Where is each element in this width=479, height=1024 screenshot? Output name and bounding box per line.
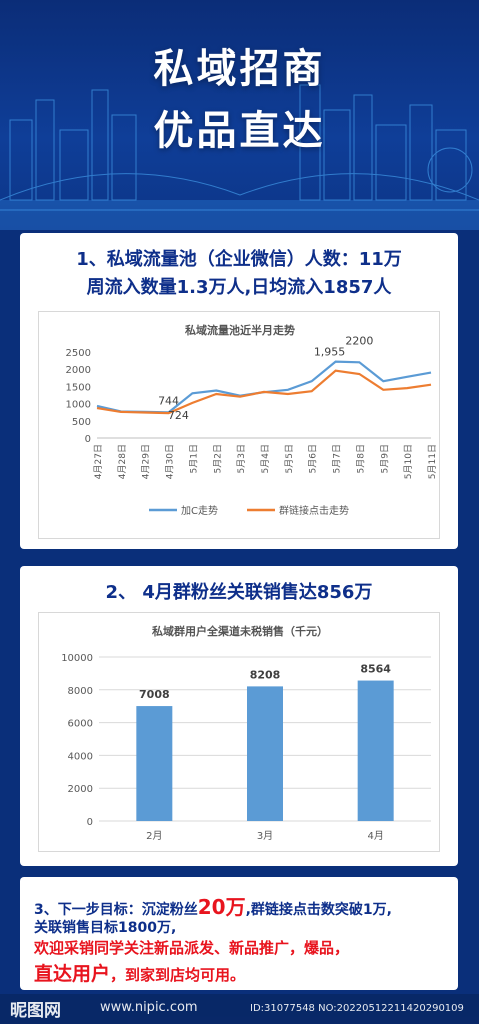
goal-line3: 欢迎采销同学关注新品派发、新品推广，爆品， [34,939,350,957]
x-tick-label: 5月3日 [236,444,247,473]
bar-chart: 私域群用户全渠道未税销售（千元） 0 2000 4000 6000 8000 10000 70… [61,624,431,842]
bar-value-label: 8564 [360,663,391,676]
x-tick-label: 5月4日 [260,444,271,473]
data-label: 744 [158,394,179,407]
bar-value-label: 8208 [250,668,281,681]
bar [247,686,283,821]
y-tick-label: 2000 [66,365,91,376]
x-tick-label: 4月 [367,830,383,842]
data-label: 1,955 [314,346,346,359]
watermark-site: www.nipic.com [100,1000,198,1015]
y-tick-label: 1500 [66,382,91,393]
bar [357,680,394,821]
watermark-logo-text: 昵图网 [10,1001,61,1021]
x-tick-label: 4月28日 [117,444,128,479]
x-tick-label: 5月6日 [308,444,319,473]
hero-banner: 私域招商 优品直达 [0,0,479,230]
x-tick-label: 5月5日 [284,444,295,473]
sales-card: 2、 4月群粉丝关联销售达856万 私域群用户全渠道未税销售（千元） 0 2000 4… [20,566,458,866]
next-goal-card: 3、下一步目标：沉淀粉丝20万,群链接点击数突破1万, 关联销售目标1800万,… [20,877,458,990]
city-skyline-graphic [0,84,479,230]
x-tick-label: 5月1日 [188,444,199,473]
goal-line1: 3、下一步目标：沉淀粉丝20万,群链接点击数突破1万, [34,891,392,920]
data-label: 2200 [345,334,373,347]
data-label: 724 [168,409,189,422]
hero-title-line1: 私域招商 [153,46,326,92]
x-tick-label: 5月2日 [212,444,223,473]
x-tick-label: 4月27日 [93,444,104,479]
x-tick-label: 3月 [257,830,273,842]
legend-label-1: 加C走势 [181,504,218,517]
watermark-id: ID:31077548 NO:20220512211420290109 [250,1003,464,1014]
y-tick-label: 0 [85,434,91,445]
goal-line4: 直达用户，到家到店均可用。 [34,959,245,986]
line-chart-panel: 私域流量池近半月走势 0 500 1000 1500 2000 2500 4月27日 4月28日… [38,311,440,539]
y-tick-label: 6000 [68,719,93,730]
section1-headline-line1: 1、私域流量池（企业微信）人数：11万 [76,249,402,270]
goal-line2: 关联销售目标1800万, [34,920,177,936]
x-tick-label: 5月9日 [379,444,390,473]
series-line-2 [96,369,432,415]
y-tick-label: 10000 [61,653,93,664]
x-tick-label: 4月30日 [165,444,176,479]
goal-line1-prefix: 3、下一步目标：沉淀粉丝 [34,902,198,918]
goal-line4-highlight: 直达用户 [34,963,111,985]
bar-chart-panel: 私域群用户全渠道未税销售（千元） 0 2000 4000 6000 8000 10000 70… [38,612,440,852]
footer-strip [0,994,479,1024]
goal-line1-suffix: ,群链接点击数突破1万, [245,902,392,918]
y-tick-label: 2500 [66,348,91,359]
bar-value-label: 7008 [139,688,170,701]
x-tick-label: 5月10日 [403,444,414,479]
y-tick-label: 8000 [68,686,93,697]
x-tick-label: 4月29日 [141,444,152,479]
y-tick-label: 0 [87,817,93,828]
traffic-pool-card: 1、私域流量池（企业微信）人数：11万 周流入数量1.3万人,日均流入1857人… [20,233,458,549]
section1-headline-line2: 周流入数量1.3万人,日均流入1857人 [86,277,392,298]
x-tick-label: 2月 [146,830,162,842]
section2-headline: 2、 4月群粉丝关联销售达856万 [105,582,373,603]
legend-label-2: 群链接点击走势 [279,504,349,517]
y-tick-label: 1000 [66,400,91,411]
x-tick-label: 5月8日 [355,444,366,473]
goal-line1-highlight: 20万 [197,895,246,919]
chart-title: 私域流量池近半月走势 [185,323,295,337]
y-tick-label: 2000 [68,784,93,795]
line-chart: 私域流量池近半月走势 0 500 1000 1500 2000 2500 4月27日 4月28日… [66,323,438,517]
bar [136,706,173,821]
y-tick-label: 500 [72,417,91,428]
goal-line4-suffix: ，到家到店均可用。 [110,966,246,984]
y-tick-label: 4000 [68,751,93,762]
x-tick-label: 5月7日 [332,444,343,473]
chart-title: 私域群用户全渠道未税销售（千元） [152,624,328,638]
x-tick-label: 5月11日 [427,444,438,479]
hero-title-line2: 优品直达 [153,108,326,154]
